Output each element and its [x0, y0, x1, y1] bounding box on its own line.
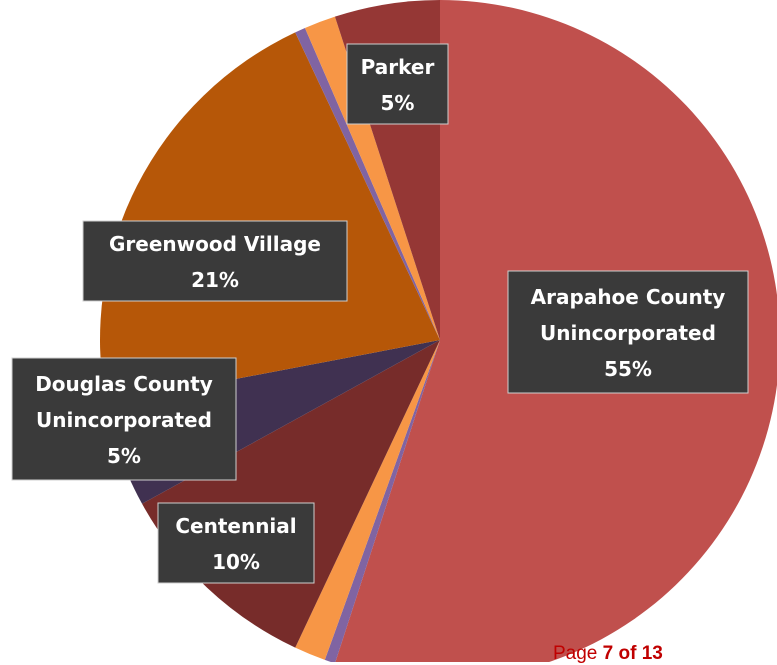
slice-minor-2 — [295, 340, 440, 660]
data-label-percent: 10% — [212, 550, 260, 574]
data-label-name: Unincorporated — [540, 321, 716, 345]
data-label-box — [507, 270, 749, 394]
data-label-box — [157, 502, 315, 584]
data-label-name: Unincorporated — [36, 408, 212, 432]
data-label-greenwood-village: Greenwood Village 21% — [82, 220, 348, 302]
data-label-box — [11, 357, 237, 481]
data-label-percent: 55% — [604, 357, 652, 381]
pie-data-labels: Arapahoe County Unincorporated 55% Centenni… — [11, 43, 749, 584]
data-label-name: Centennial — [175, 514, 296, 538]
slice-minor-1 — [324, 340, 440, 662]
total-pages-number: 13 — [641, 643, 663, 664]
current-page-number: 7 — [602, 643, 614, 664]
data-label-name: Greenwood Village — [109, 232, 321, 256]
data-label-percent: 5% — [107, 444, 141, 468]
slice-minor-6 — [295, 27, 440, 341]
data-label-douglas-county-unincorporated: Douglas County Unincorporated 5% — [11, 357, 237, 481]
data-label-name: Douglas County — [35, 372, 213, 396]
data-label-percent: 21% — [191, 268, 239, 292]
of-word: of — [618, 643, 637, 664]
data-label-parker: Parker 5% — [346, 43, 449, 125]
data-label-box — [82, 220, 348, 302]
data-label-name: Parker — [361, 55, 435, 79]
data-label-name: Arapahoe County — [531, 285, 726, 309]
data-label-centennial: Centennial 10% — [157, 502, 315, 584]
data-label-percent: 5% — [381, 91, 415, 115]
slice-minor-7 — [304, 16, 440, 340]
page-word: Page — [553, 643, 598, 664]
data-label-box — [346, 43, 449, 125]
page-footer: Page 7 of 13 — [553, 643, 663, 665]
slice-greenwood-village — [99, 32, 440, 404]
data-label-arapahoe-county-unincorporated: Arapahoe County Unincorporated 55% — [507, 270, 749, 394]
